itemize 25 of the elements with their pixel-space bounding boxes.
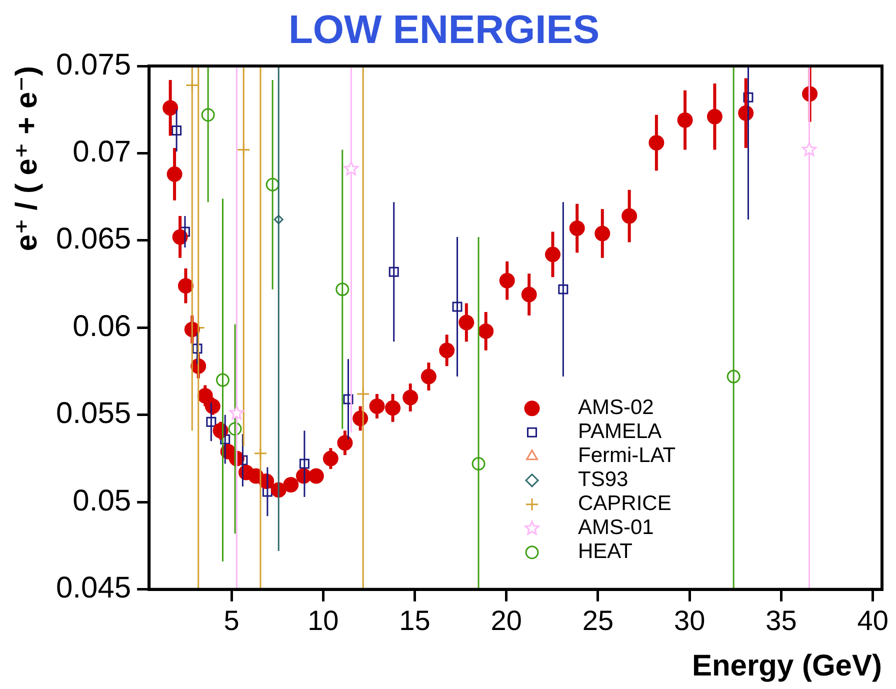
legend-label: AMS-02 xyxy=(578,396,654,420)
legend-label: TS93 xyxy=(578,468,628,492)
legend-label: Fermi-LAT xyxy=(578,444,676,468)
x-tick-label: 20 xyxy=(490,604,522,636)
x-tick-label: 40 xyxy=(857,604,888,636)
y-axis-title: e⁺ / ( e⁺ + e⁻) xyxy=(10,66,44,252)
x-tick-label: 15 xyxy=(399,604,430,636)
legend-label: PAMELA xyxy=(578,420,662,444)
chart-title: LOW ENERGIES xyxy=(288,8,600,52)
y-tick-label: 0.075 xyxy=(56,48,132,82)
y-tick-label: 0.055 xyxy=(56,397,132,430)
x-axis-title: Energy (GeV) xyxy=(692,649,882,682)
x-tick-label: 5 xyxy=(224,604,240,636)
legend-label: HEAT xyxy=(578,540,633,564)
x-tick-label: 10 xyxy=(308,604,339,636)
y-tick-label: 0.05 xyxy=(72,484,132,518)
y-tick-label: 0.045 xyxy=(56,572,132,605)
legend-label: AMS-01 xyxy=(578,516,654,540)
y-tick-label: 0.07 xyxy=(72,136,132,168)
y-tick-label: 0.06 xyxy=(72,310,132,343)
x-tick-label: 30 xyxy=(674,604,706,636)
legend-label: CAPRICE xyxy=(578,492,672,516)
y-tick-label: 0.065 xyxy=(56,222,132,256)
x-tick-label: 35 xyxy=(766,604,797,636)
x-tick-label: 25 xyxy=(582,604,614,636)
